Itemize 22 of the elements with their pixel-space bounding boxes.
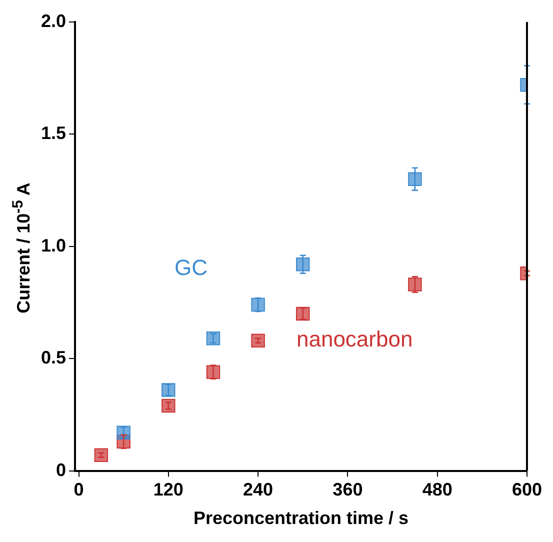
y-tick-label: 2.0 (40, 10, 66, 31)
text: GC (174, 254, 208, 280)
y-tick-label: 1.0 (40, 235, 66, 256)
point (251, 334, 265, 348)
point (162, 383, 176, 397)
point (206, 332, 220, 346)
point (408, 278, 422, 292)
x-tick-label: 240 (243, 480, 274, 500)
y-tick-label: 1.5 (40, 123, 66, 144)
x-tick-label: 360 (332, 480, 363, 500)
point (94, 448, 108, 462)
x-tick-label: 480 (422, 480, 452, 500)
x-tick-label: 600 (512, 480, 542, 500)
point (408, 172, 422, 186)
x-axis-title: Preconcentration time / s (193, 508, 409, 528)
y-tick-label: 0.5 (40, 348, 66, 368)
series-label: nanocarbon (296, 326, 413, 352)
x-tick-label: 0 (74, 480, 84, 500)
point (251, 298, 265, 312)
y-tick-label: 0 (56, 460, 66, 480)
x-tick-label: 120 (153, 480, 184, 500)
point (162, 398, 176, 413)
